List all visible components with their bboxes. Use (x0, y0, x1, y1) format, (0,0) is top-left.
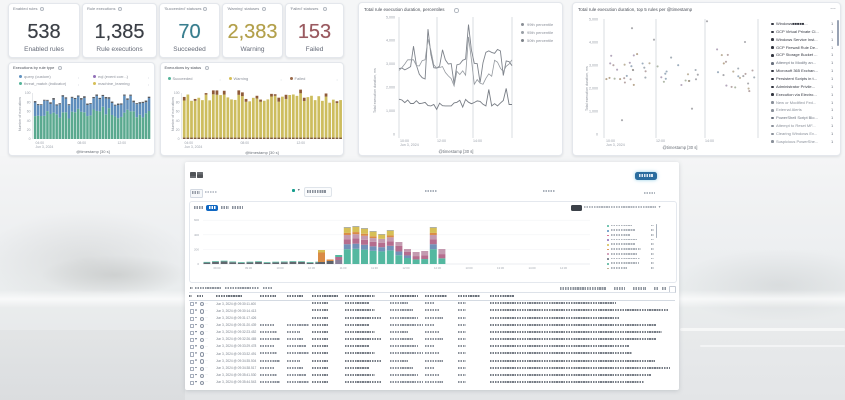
svg-text:60: 60 (27, 110, 31, 114)
svg-text:20: 20 (175, 128, 179, 132)
svg-text:80: 80 (175, 100, 179, 104)
svg-text:100: 100 (25, 91, 31, 95)
svg-text:14:30: 14:30 (560, 266, 567, 270)
svg-text:200: 200 (194, 247, 199, 251)
svg-text:14:00: 14:00 (705, 139, 714, 143)
svg-text:400: 400 (194, 233, 199, 237)
svg-text:4,000: 4,000 (589, 40, 598, 44)
svg-text:40: 40 (27, 119, 31, 123)
svg-text:0: 0 (596, 132, 598, 136)
svg-text:0: 0 (29, 137, 31, 141)
svg-text:0: 0 (177, 137, 179, 141)
svg-text:0: 0 (197, 262, 199, 266)
svg-text:20: 20 (27, 128, 31, 132)
svg-text:10:00: 10:00 (606, 139, 615, 143)
svg-text:14:00: 14:00 (529, 266, 536, 270)
svg-text:Jun 3, 2024: Jun 3, 2024 (184, 145, 202, 149)
svg-text:10:00: 10:00 (277, 266, 284, 270)
svg-text:08:00: 08:00 (78, 141, 87, 145)
svg-text:@timestamp [30 s]: @timestamp [30 s] (245, 150, 278, 155)
svg-text:@timestamp [30 s]: @timestamp [30 s] (439, 149, 474, 154)
svg-text:12:00: 12:00 (118, 141, 127, 145)
svg-text:13:00: 13:00 (466, 266, 473, 270)
svg-text:09:00: 09:00 (214, 266, 221, 270)
svg-text:3,000: 3,000 (589, 63, 598, 67)
svg-text:1,000: 1,000 (386, 109, 395, 113)
svg-text:11:30: 11:30 (371, 266, 378, 270)
svg-text:10:00: 10:00 (400, 139, 409, 143)
svg-text:04:00: 04:00 (36, 141, 45, 145)
svg-text:600: 600 (194, 218, 199, 222)
svg-text:100: 100 (173, 91, 179, 95)
svg-text:2,000: 2,000 (386, 86, 395, 90)
svg-text:04:00: 04:00 (184, 141, 193, 145)
svg-text:12:00: 12:00 (437, 139, 446, 143)
svg-text:Jun 3, 2024: Jun 3, 2024 (606, 143, 625, 147)
svg-text:Jun 3, 2024: Jun 3, 2024 (36, 145, 54, 149)
svg-text:11:00: 11:00 (340, 266, 347, 270)
svg-text:12:00: 12:00 (403, 266, 410, 270)
svg-text:0: 0 (393, 132, 395, 136)
svg-text:@timestamp [30 s]: @timestamp [30 s] (663, 145, 698, 150)
svg-text:Jun 3, 2024: Jun 3, 2024 (400, 143, 419, 147)
svg-text:5,000: 5,000 (589, 17, 598, 21)
svg-text:80: 80 (27, 100, 31, 104)
svg-text:3,000: 3,000 (386, 62, 395, 66)
svg-text:40: 40 (175, 119, 179, 123)
svg-text:5,000: 5,000 (386, 15, 395, 19)
svg-text:08:00: 08:00 (240, 141, 249, 145)
svg-text:2,000: 2,000 (589, 86, 598, 90)
svg-text:10:30: 10:30 (308, 266, 315, 270)
svg-text:12:30: 12:30 (434, 266, 441, 270)
svg-text:13:30: 13:30 (497, 266, 504, 270)
svg-text:09:30: 09:30 (245, 266, 252, 270)
svg-text:@timestamp [30 s]: @timestamp [30 s] (76, 149, 109, 154)
svg-text:12:00: 12:00 (296, 141, 305, 145)
svg-text:60: 60 (175, 110, 179, 114)
svg-text:12:00: 12:00 (656, 139, 665, 143)
svg-text:1,000: 1,000 (589, 109, 598, 113)
svg-text:4,000: 4,000 (386, 39, 395, 43)
svg-text:14:00: 14:00 (473, 139, 482, 143)
